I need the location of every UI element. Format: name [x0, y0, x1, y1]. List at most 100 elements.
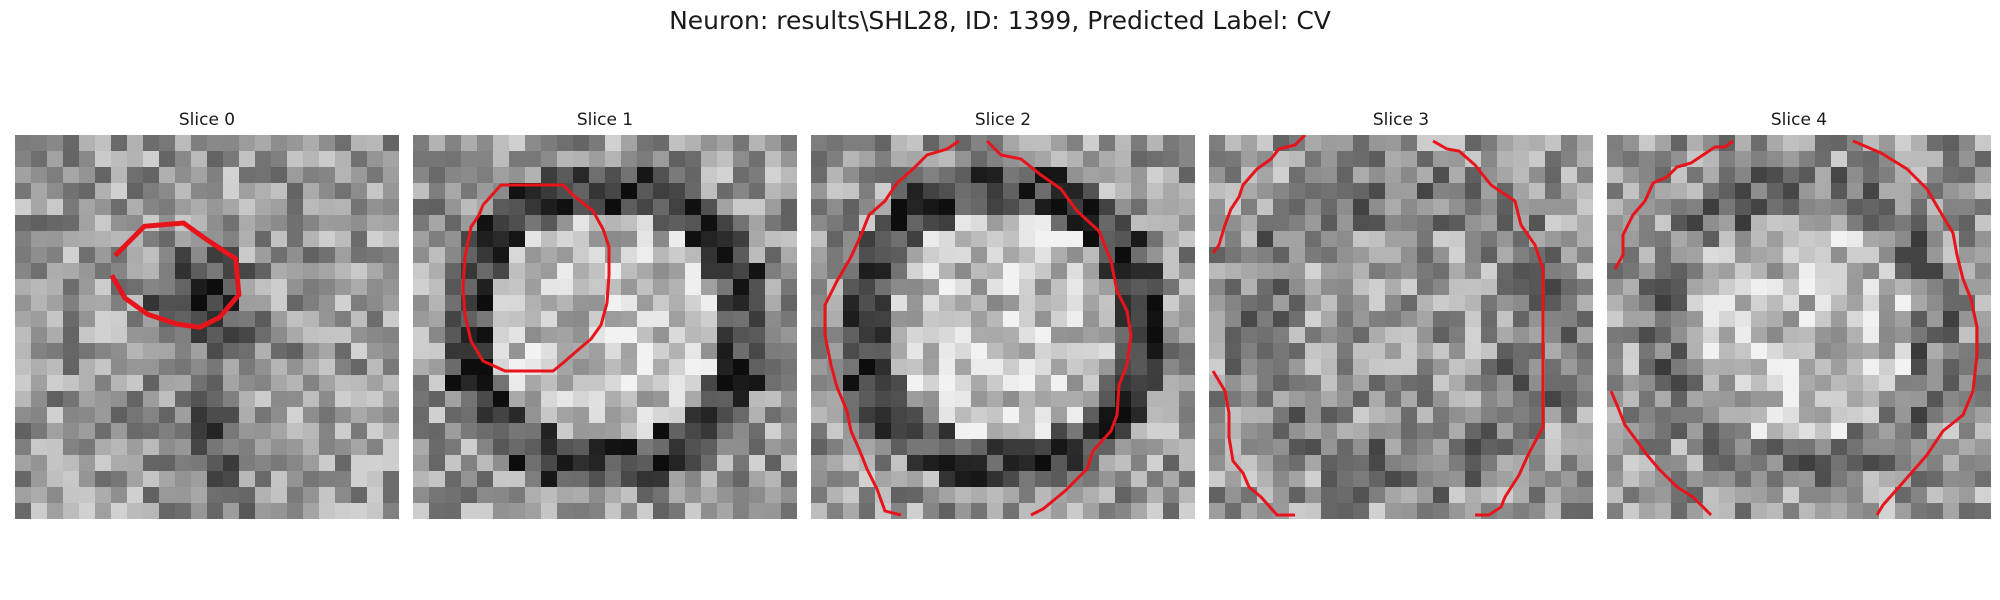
pixel — [1863, 327, 1880, 344]
pixel — [1289, 231, 1306, 248]
pixel — [47, 375, 64, 392]
pixel — [685, 135, 702, 152]
pixel — [223, 375, 240, 392]
pixel — [1131, 135, 1148, 152]
pixel — [843, 359, 860, 376]
pixel — [1639, 151, 1656, 168]
pixel — [429, 407, 446, 424]
pixel — [1099, 183, 1116, 200]
pixel — [939, 215, 956, 232]
pixel — [445, 439, 462, 456]
pixel — [971, 455, 988, 472]
pixel — [811, 503, 828, 519]
pixel — [717, 279, 734, 296]
pixel — [1433, 151, 1450, 168]
pixel — [765, 247, 782, 264]
pixel — [669, 151, 686, 168]
pixel — [143, 295, 160, 312]
pixel — [1911, 311, 1928, 328]
pixel — [1179, 471, 1195, 488]
pixel — [859, 407, 876, 424]
pixel — [1545, 343, 1562, 360]
pixel — [367, 135, 384, 152]
pixel — [1639, 327, 1656, 344]
pixel — [907, 487, 924, 504]
pixel — [1799, 407, 1816, 424]
pixel — [207, 359, 224, 376]
pixel — [319, 151, 336, 168]
pixel — [127, 439, 144, 456]
pixel — [287, 183, 304, 200]
pixel — [749, 135, 766, 152]
pixel — [1289, 503, 1306, 519]
pixel — [303, 135, 320, 152]
pixel — [1783, 343, 1800, 360]
pixel — [79, 327, 96, 344]
pixel — [1927, 343, 1944, 360]
pixel — [1703, 279, 1720, 296]
pixel — [701, 311, 718, 328]
pixel — [1353, 343, 1370, 360]
pixel — [1799, 199, 1816, 216]
pixel — [1847, 455, 1864, 472]
pixel — [255, 391, 272, 408]
pixel — [955, 359, 972, 376]
pixel — [47, 391, 64, 408]
pixel — [653, 311, 670, 328]
pixel — [1975, 151, 1991, 168]
pixel — [573, 231, 590, 248]
pixel — [175, 455, 192, 472]
pixel — [1751, 391, 1768, 408]
pixel — [1687, 199, 1704, 216]
pixel — [1719, 455, 1736, 472]
pixel — [1417, 391, 1434, 408]
pixel — [175, 295, 192, 312]
pixel — [1735, 407, 1752, 424]
pixel — [749, 167, 766, 184]
pixel — [733, 263, 750, 280]
pixel — [1497, 375, 1514, 392]
pixel — [1401, 295, 1418, 312]
pixel — [525, 407, 542, 424]
pixel — [1003, 279, 1020, 296]
pixel — [79, 199, 96, 216]
pixel — [875, 167, 892, 184]
pixel — [1831, 311, 1848, 328]
pixel — [923, 375, 940, 392]
pixel — [1561, 263, 1578, 280]
pixel — [1959, 183, 1976, 200]
pixel — [573, 215, 590, 232]
pixel — [47, 231, 64, 248]
pixel — [493, 439, 510, 456]
pixel — [701, 231, 718, 248]
pixel — [573, 407, 590, 424]
pixel — [717, 183, 734, 200]
pixel — [685, 199, 702, 216]
pixel — [1751, 407, 1768, 424]
pixel — [367, 231, 384, 248]
pixel — [907, 311, 924, 328]
pixel — [1465, 263, 1482, 280]
pixel — [1623, 167, 1640, 184]
pixel — [1639, 423, 1656, 440]
slice-image-3 — [1209, 135, 1593, 519]
pixel — [287, 375, 304, 392]
pixel — [1815, 151, 1832, 168]
pixel — [1337, 391, 1354, 408]
pixel — [1975, 135, 1991, 152]
pixel — [859, 295, 876, 312]
pixel — [1895, 343, 1912, 360]
pixel — [1131, 327, 1148, 344]
pixel — [827, 439, 844, 456]
pixel — [573, 327, 590, 344]
pixel — [717, 247, 734, 264]
pixel — [1417, 295, 1434, 312]
pixel — [1067, 375, 1084, 392]
pixel — [669, 487, 686, 504]
pixel — [335, 327, 352, 344]
pixel — [429, 455, 446, 472]
pixel — [1735, 279, 1752, 296]
contour-line — [1211, 135, 1307, 254]
pixel — [509, 423, 526, 440]
pixel — [207, 295, 224, 312]
